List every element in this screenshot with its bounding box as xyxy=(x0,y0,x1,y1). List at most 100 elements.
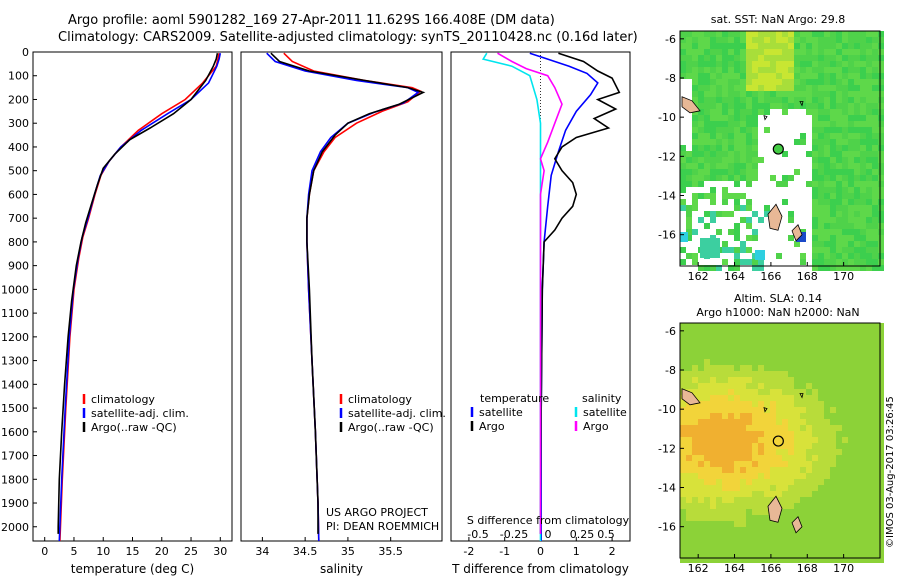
map-cell xyxy=(866,389,872,395)
map-cell xyxy=(764,145,770,151)
map-cell xyxy=(872,265,878,271)
x-tick-label: 25 xyxy=(184,545,198,558)
map-cell xyxy=(770,121,776,127)
map-cell xyxy=(728,437,734,443)
map-cell xyxy=(686,91,692,97)
map-cell xyxy=(734,259,740,265)
map-cell xyxy=(830,163,836,169)
map-cell xyxy=(770,187,776,193)
map-cell xyxy=(866,79,872,85)
map-cell xyxy=(692,97,698,103)
map-cell xyxy=(830,341,836,347)
map-cell xyxy=(854,473,860,479)
map-cell xyxy=(788,533,794,539)
map-cell xyxy=(734,115,740,121)
map-cell xyxy=(752,67,758,73)
map-cell xyxy=(740,329,746,335)
map-cell xyxy=(824,461,830,467)
map-cell xyxy=(806,145,812,151)
map-cell xyxy=(824,235,830,241)
map-cell xyxy=(842,503,848,509)
map-cell xyxy=(752,545,758,551)
map-cell xyxy=(734,43,740,49)
map-cell xyxy=(854,49,860,55)
map-cell xyxy=(776,407,782,413)
map-cell xyxy=(686,217,692,223)
legend-header-salinity: salinity xyxy=(582,392,622,405)
map-cell xyxy=(848,193,854,199)
map-cell xyxy=(854,491,860,497)
map-cell xyxy=(854,395,860,401)
map-cell xyxy=(728,115,734,121)
map-cell xyxy=(818,163,824,169)
map-cell xyxy=(680,157,686,163)
map-cell xyxy=(710,151,716,157)
map-cell xyxy=(854,341,860,347)
map-cell xyxy=(704,115,710,121)
map-cell xyxy=(680,431,686,437)
map-cell xyxy=(782,365,788,371)
map-cell xyxy=(680,181,686,187)
map-cell xyxy=(722,401,728,407)
map-cell xyxy=(746,323,752,329)
map-cell xyxy=(680,139,686,145)
map-cell xyxy=(728,371,734,377)
map-cell xyxy=(728,169,734,175)
map-cell xyxy=(878,515,884,521)
map-cell xyxy=(716,187,722,193)
map-cell xyxy=(800,43,806,49)
map-cell xyxy=(716,539,722,545)
map-cell xyxy=(734,467,740,473)
map-cell xyxy=(824,347,830,353)
map-cell xyxy=(704,539,710,545)
map-cell xyxy=(716,401,722,407)
series-line-argo-raw-qc- xyxy=(270,52,426,534)
map-cell xyxy=(794,377,800,383)
map-cell xyxy=(788,145,794,151)
map-cell xyxy=(704,473,710,479)
map-cell xyxy=(818,425,824,431)
map-cell xyxy=(812,425,818,431)
map-cell xyxy=(770,539,776,545)
map-cell xyxy=(806,67,812,73)
map-cell xyxy=(824,389,830,395)
map-cell xyxy=(728,121,734,127)
map-cell xyxy=(848,247,854,253)
map-cell xyxy=(878,157,884,163)
map-cell xyxy=(764,401,770,407)
map-cell xyxy=(860,341,866,347)
map-cell xyxy=(836,365,842,371)
map-cell xyxy=(728,461,734,467)
map-cell xyxy=(824,43,830,49)
map-cell xyxy=(710,449,716,455)
map-cell xyxy=(740,229,746,235)
map-cell xyxy=(764,479,770,485)
map-cell xyxy=(716,485,722,491)
map-cell xyxy=(812,61,818,67)
map-cell xyxy=(806,407,812,413)
map-cell xyxy=(788,473,794,479)
map-cell xyxy=(842,389,848,395)
map-cell xyxy=(740,247,746,253)
map-cell xyxy=(848,503,854,509)
map-cell xyxy=(770,37,776,43)
map-cell xyxy=(728,467,734,473)
map-cell xyxy=(752,515,758,521)
map-cell xyxy=(854,217,860,223)
map-cell xyxy=(746,151,752,157)
map-cell xyxy=(872,223,878,229)
map-cell xyxy=(746,217,752,223)
map-cell xyxy=(680,353,686,359)
map-cell xyxy=(794,187,800,193)
map-cell xyxy=(806,55,812,61)
map-cell xyxy=(758,479,764,485)
map-cell xyxy=(788,347,794,353)
map-cell xyxy=(698,121,704,127)
map-cell xyxy=(776,557,782,563)
map-cell xyxy=(680,145,686,151)
map-cell xyxy=(728,407,734,413)
map-cell xyxy=(788,169,794,175)
map-cell xyxy=(854,533,860,539)
map-cell xyxy=(704,193,710,199)
map-cell xyxy=(836,73,842,79)
